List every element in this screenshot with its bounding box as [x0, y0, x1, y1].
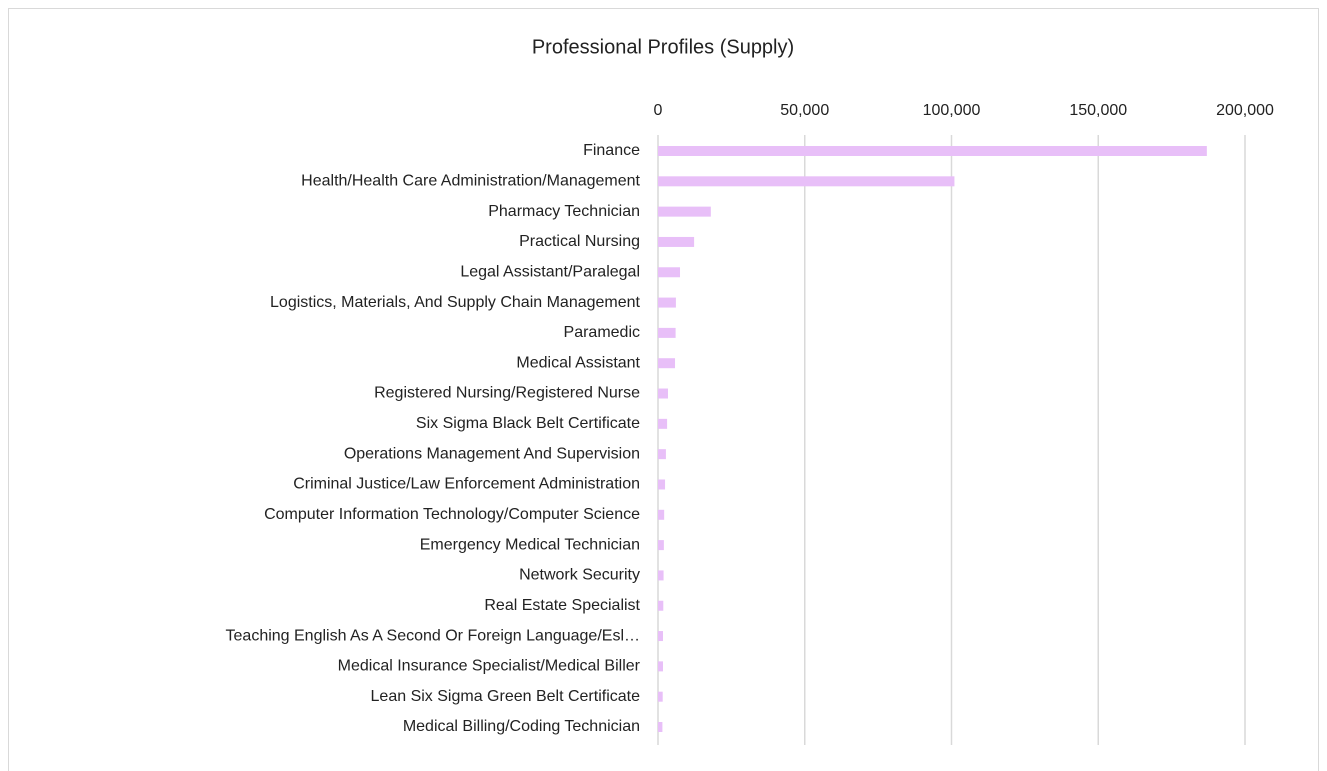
bar — [658, 236, 695, 247]
bar — [658, 691, 663, 702]
y-tick-label: Six Sigma Black Belt Certificate — [416, 415, 640, 432]
bar — [658, 327, 676, 338]
bar — [658, 358, 676, 369]
bar — [658, 176, 955, 187]
y-tick-label: Pharmacy Technician — [488, 203, 640, 220]
y-tick-label: Medical Assistant — [516, 354, 640, 371]
y-tick-label: Practical Nursing — [519, 233, 640, 250]
y-tick-label: Real Estate Specialist — [484, 597, 640, 614]
bar — [658, 267, 681, 278]
x-tick-label: 50,000 — [780, 102, 829, 119]
y-tick-label: Emergency Medical Technician — [420, 536, 640, 553]
y-tick-label: Health/Health Care Administration/Manage… — [301, 173, 640, 190]
y-tick-label: Medical Insurance Specialist/Medical Bil… — [338, 658, 641, 675]
y-tick-label: Paramedic — [564, 324, 640, 341]
x-tick-label: 150,000 — [1069, 102, 1127, 119]
y-tick-label: Finance — [583, 142, 640, 159]
chart-title: Professional Profiles (Supply) — [532, 36, 794, 58]
y-tick-label: Teaching English As A Second Or Foreign … — [226, 627, 640, 644]
bar — [658, 540, 664, 551]
bar — [658, 570, 664, 581]
y-tick-label: Network Security — [519, 567, 640, 584]
bar — [658, 146, 1207, 156]
x-tick-label: 0 — [654, 102, 663, 119]
y-tick-label: Legal Assistant/Paralegal — [460, 263, 640, 280]
y-tick-label: Criminal Justice/Law Enforcement Adminis… — [293, 476, 640, 493]
bar — [658, 631, 663, 642]
y-tick-label: Operations Management And Supervision — [344, 445, 640, 462]
bar — [658, 479, 666, 490]
bar — [658, 206, 711, 217]
x-tick-label: 100,000 — [923, 102, 981, 119]
bar — [658, 418, 668, 429]
y-tick-label: Logistics, Materials, And Supply Chain M… — [270, 294, 641, 311]
y-tick-label: Lean Six Sigma Green Belt Certificate — [371, 688, 641, 705]
x-tick-label: 200,000 — [1216, 102, 1274, 119]
bar — [658, 449, 666, 460]
bar — [658, 722, 663, 732]
bar — [658, 661, 663, 672]
bar — [658, 509, 665, 520]
y-tick-label: Registered Nursing/Registered Nurse — [374, 385, 640, 402]
bar — [658, 388, 668, 399]
bar — [658, 297, 676, 308]
y-tick-label: Medical Billing/Coding Technician — [403, 718, 640, 735]
y-tick-label: Computer Information Technology/Computer… — [264, 506, 640, 523]
bar — [658, 600, 664, 611]
